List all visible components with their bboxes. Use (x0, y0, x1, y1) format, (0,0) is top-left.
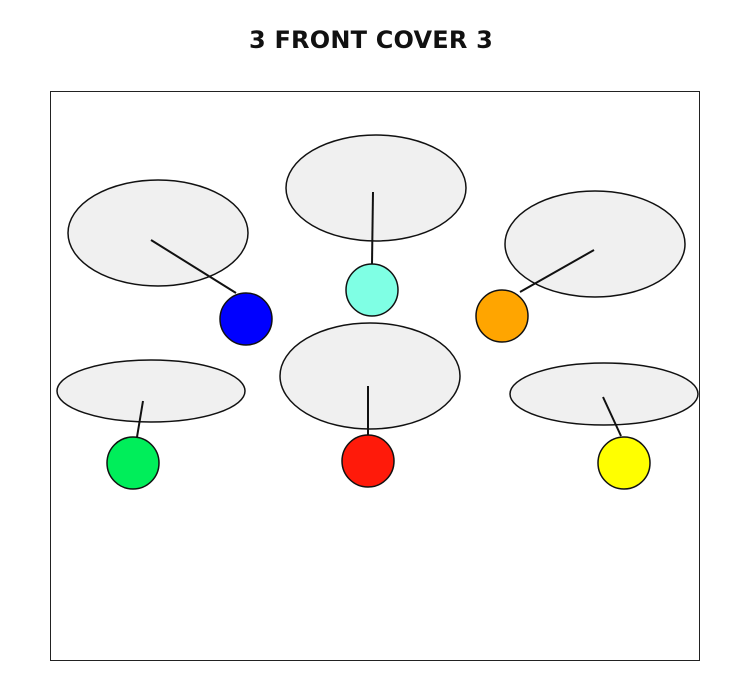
pin-group-blue[interactable] (67, 179, 273, 346)
dot-orange[interactable] (475, 289, 529, 343)
ellipse-top-center[interactable] (285, 134, 467, 242)
connector-line-cyan (371, 191, 374, 265)
pin-group-green[interactable] (56, 359, 246, 490)
page-title: 3 FRONT COVER 3 (248, 26, 494, 54)
connector-line-blue (150, 239, 237, 294)
pin-group-orange[interactable] (475, 190, 686, 343)
dot-blue[interactable] (219, 292, 273, 346)
pin-group-cyan[interactable] (285, 134, 467, 317)
ellipse-bottom-left[interactable] (56, 359, 246, 423)
dot-cyan[interactable] (345, 263, 399, 317)
ellipse-top-right[interactable] (504, 190, 686, 298)
dot-green[interactable] (106, 436, 160, 490)
dot-red[interactable] (341, 434, 395, 488)
pin-group-yellow[interactable] (509, 362, 699, 490)
connector-line-yellow (602, 396, 622, 437)
connector-line-green (136, 400, 144, 438)
connector-line-orange (519, 249, 595, 293)
dot-yellow[interactable] (597, 436, 651, 490)
ellipse-top-left[interactable] (67, 179, 249, 287)
ellipse-bottom-center[interactable] (279, 322, 461, 430)
pin-group-red[interactable] (279, 322, 461, 488)
ellipse-bottom-right[interactable] (509, 362, 699, 426)
